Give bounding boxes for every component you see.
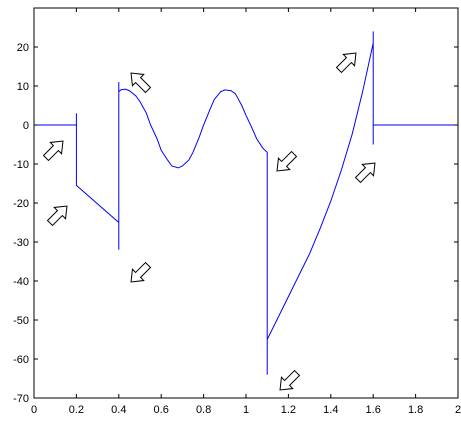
y-tick-label: -50 [13,315,29,327]
y-tick-label: 20 [17,42,29,54]
x-tick-label: 1 [243,404,249,416]
y-tick-label: -10 [13,159,29,171]
x-tick-label: 1.2 [281,404,296,416]
x-tick-label: 0.6 [154,404,169,416]
hollow-arrow-icon [46,205,68,227]
y-tick-label: -70 [13,393,29,405]
x-tick-label: 1.6 [366,404,381,416]
hollow-arrow-icon [335,52,357,74]
x-tick-label: 2 [455,404,461,416]
y-tick-label: -40 [13,276,29,288]
annotation-arrows [42,52,376,391]
y-tick-label: 10 [17,81,29,93]
y-tick-label: -60 [13,354,29,366]
x-tick-label: 0 [31,404,37,416]
x-tick-label: 0.2 [69,404,84,416]
hollow-arrow-icon [354,162,376,184]
y-tick-label: -20 [13,198,29,210]
x-tick-label: 1.8 [408,404,423,416]
hollow-arrow-icon [276,150,298,172]
series-line-0 [34,31,458,375]
y-tick-label: 0 [23,120,29,132]
plot-frame [33,7,459,399]
axes-layer: 0 0.2 0.4 0.6 0.8 1 1.2 1.4 1.6 1.8 2 -70 -60 -50 -40 -… [13,7,461,416]
x-tick-label: 0.8 [196,404,211,416]
x-tick-label: 0.4 [111,404,126,416]
x-tick-label: 1.4 [323,404,338,416]
hollow-arrow-icon [130,261,152,283]
y-tick-label: -30 [13,237,29,249]
hollow-arrow-icon [279,369,301,391]
series-layer [34,31,458,375]
hollow-arrow-icon [130,72,152,94]
hollow-arrow-icon [42,140,64,162]
